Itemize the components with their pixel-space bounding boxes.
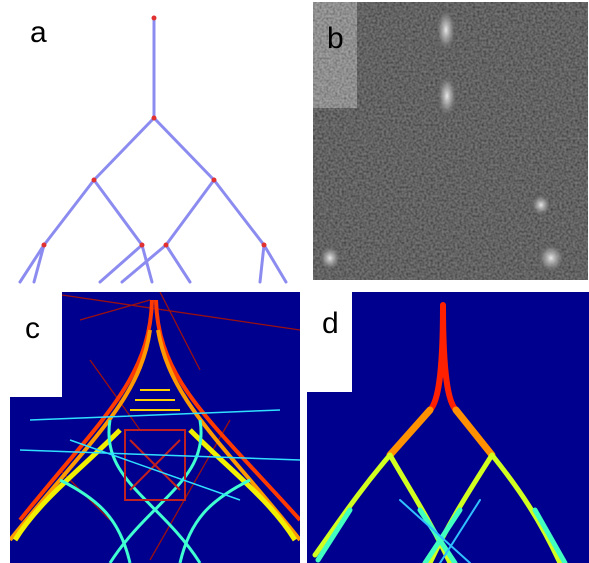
tree-nodes-part [140,243,145,248]
page: {"panels": [{"label": "a"}, {"label": "b… [0,0,589,563]
panel-label: c [25,312,40,345]
figure: a b c d [0,0,589,563]
panel-b [313,2,588,280]
tree-nodes-part [92,178,97,183]
panel-label: a [30,16,47,49]
panel-c [10,292,300,563]
image-background [10,292,300,563]
tree-nodes-part [42,243,47,248]
bright-spots-part [318,244,342,272]
panel-label: d [322,307,339,340]
tree-nodes-part [152,116,157,121]
bright-spots-part [436,72,458,120]
body: a b c d (() => { const data = JSON.parse… [0,0,589,563]
bright-spots-part [435,6,457,54]
tree-branch [20,18,286,282]
panel-a [20,16,286,283]
tree-nodes-part [164,243,169,248]
bright-spots-part [530,193,552,217]
tree-nodes-part [212,178,217,183]
bright-spots-part [536,242,566,274]
tree-nodes-part [262,243,267,248]
panel-label: b [327,22,344,55]
panel-d [307,292,589,563]
tree-nodes-part [152,16,157,21]
